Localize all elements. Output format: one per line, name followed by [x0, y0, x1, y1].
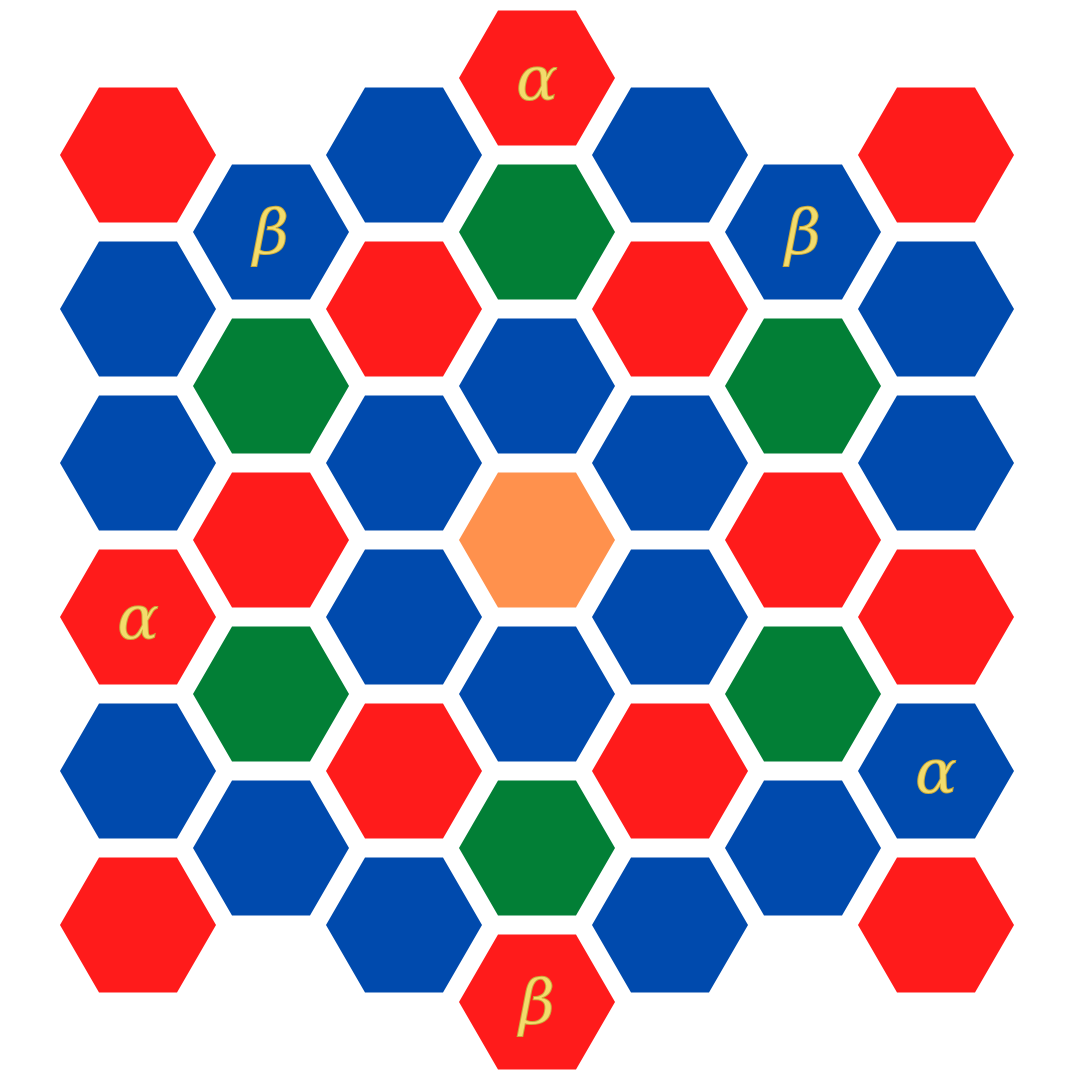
hex-cell-blue[interactable]	[326, 549, 482, 685]
hex-cell-blue[interactable]	[592, 395, 748, 531]
hex-cell-red[interactable]	[858, 857, 1014, 993]
hex-cell-blue[interactable]	[592, 87, 748, 223]
hex-cell-blue[interactable]	[60, 703, 216, 839]
hex-cell-red[interactable]	[60, 857, 216, 993]
hex-cell-red[interactable]	[459, 934, 615, 1070]
hex-cell-blue[interactable]	[326, 87, 482, 223]
hex-cell-blue[interactable]	[592, 857, 748, 993]
hex-cell-green[interactable]	[193, 626, 349, 762]
hex-cell-green[interactable]	[459, 164, 615, 300]
hex-cell-red[interactable]	[326, 241, 482, 377]
hex-cell-green[interactable]	[193, 318, 349, 454]
alpha-label: α	[915, 735, 957, 808]
hex-cell-green[interactable]	[725, 318, 881, 454]
hex-cell-red[interactable]	[592, 703, 748, 839]
beta-label: β	[517, 966, 555, 1039]
hex-cell-green[interactable]	[459, 780, 615, 916]
hex-cell-red[interactable]	[193, 472, 349, 608]
hex-cell-red[interactable]	[858, 549, 1014, 685]
hex-cell-blue[interactable]	[459, 626, 615, 762]
hex-cells	[60, 10, 1014, 1070]
beta-label: β	[783, 196, 821, 269]
hex-labels: α β β α α β	[117, 41, 958, 1039]
hex-cell-red[interactable]	[60, 87, 216, 223]
hex-cell-blue[interactable]	[858, 395, 1014, 531]
hex-cell-blue[interactable]	[459, 318, 615, 454]
hex-cell-blue[interactable]	[858, 241, 1014, 377]
hex-cell-red[interactable]	[858, 87, 1014, 223]
hex-cell-blue[interactable]	[60, 395, 216, 531]
hex-cell-red[interactable]	[592, 241, 748, 377]
hex-cell-blue[interactable]	[858, 703, 1014, 839]
hex-cell-blue[interactable]	[725, 780, 881, 916]
hex-cell-blue[interactable]	[193, 780, 349, 916]
hex-cell-blue[interactable]	[193, 164, 349, 300]
beta-label: β	[251, 196, 289, 269]
hex-cell-blue[interactable]	[592, 549, 748, 685]
hex-cell-blue[interactable]	[725, 164, 881, 300]
hex-cell-green[interactable]	[725, 626, 881, 762]
hex-cell-red[interactable]	[326, 703, 482, 839]
hex-cell-blue[interactable]	[326, 857, 482, 993]
hex-cell-red[interactable]	[60, 549, 216, 685]
hex-cell-red[interactable]	[725, 472, 881, 608]
hex-cell-orange[interactable]	[459, 472, 615, 608]
hex-cell-blue[interactable]	[60, 241, 216, 377]
alpha-label: α	[117, 581, 159, 654]
hex-cell-red[interactable]	[459, 10, 615, 146]
alpha-label: α	[516, 42, 558, 115]
hex-cell-blue[interactable]	[326, 395, 482, 531]
